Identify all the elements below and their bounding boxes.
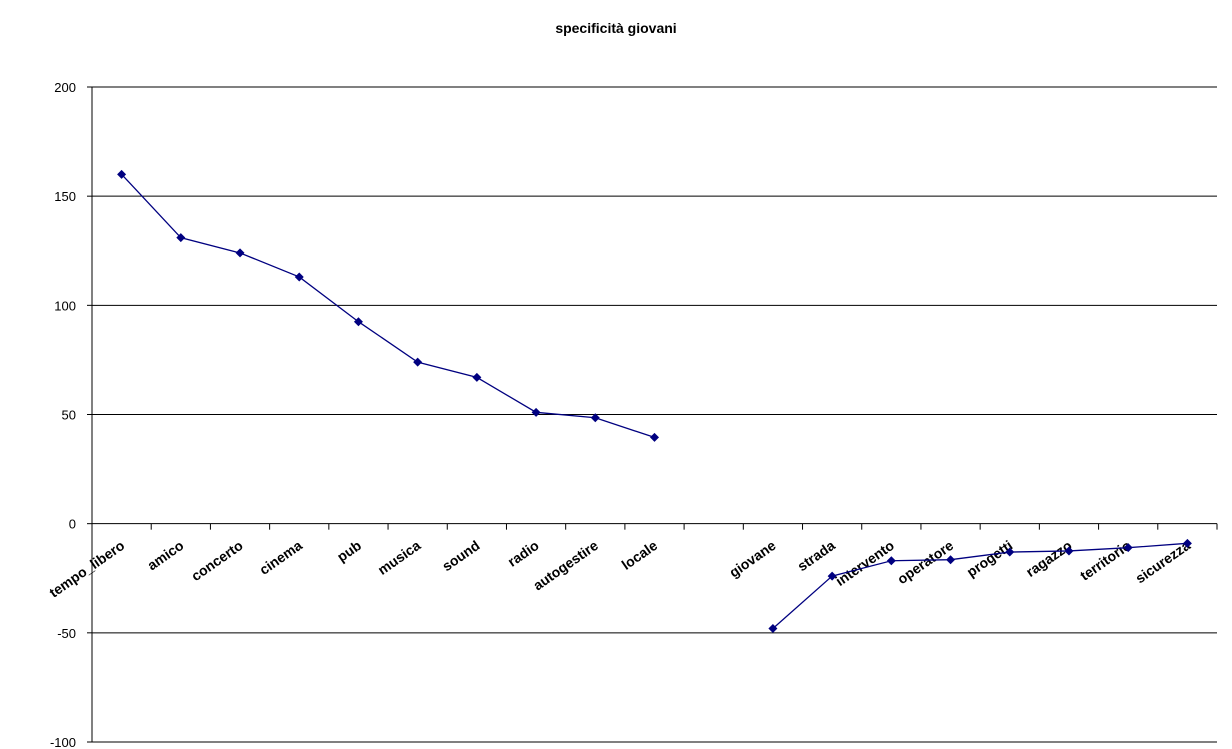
- x-tick-label: progetti: [964, 537, 1016, 580]
- gridlines: [92, 86, 1217, 743]
- data-point: [353, 317, 363, 327]
- data-point: [1005, 547, 1015, 557]
- x-tick-label: radio: [505, 537, 542, 570]
- y-tick-label: 100: [54, 298, 76, 313]
- x-tick-label: cinema: [256, 537, 305, 578]
- x-tick-label: concerto: [188, 537, 246, 584]
- series-line: [772, 542, 1188, 629]
- data-point: [413, 357, 423, 367]
- x-tick-label: strada: [794, 537, 838, 574]
- x-tick-labels: tempo_libero amico concerto cinema pub musica…: [46, 537, 1193, 601]
- data-point: [531, 407, 541, 417]
- data-point: [117, 169, 127, 179]
- y-tick-label: 0: [69, 517, 76, 532]
- y-tick-label: 200: [54, 80, 76, 95]
- y-tick-label: 150: [54, 189, 76, 204]
- data-point: [294, 272, 304, 282]
- data-point: [886, 556, 896, 566]
- x-tick-label: musica: [375, 537, 424, 578]
- x-tick-label: amico: [144, 537, 186, 573]
- axes: [87, 86, 1218, 743]
- x-tick-label: territorio: [1077, 537, 1134, 584]
- data-series: [117, 169, 1192, 633]
- data-point: [946, 555, 956, 565]
- y-tick-label: 50: [62, 408, 76, 423]
- y-tick-labels: 200 150 100 50 0 -50 -100: [50, 80, 76, 749]
- data-point: [1182, 538, 1192, 548]
- x-tick-label: ragazzo: [1023, 537, 1075, 580]
- x-tick-label: locale: [619, 537, 661, 573]
- data-point: [472, 372, 482, 382]
- x-tick-label: operatore: [894, 537, 956, 587]
- data-point: [176, 233, 186, 243]
- x-tick-label: sound: [439, 537, 483, 574]
- data-point: [650, 432, 659, 442]
- data-point: [590, 413, 600, 423]
- x-tick-label: pub: [334, 537, 364, 565]
- y-tick-label: -50: [57, 626, 76, 641]
- series-line: [121, 173, 655, 439]
- data-point: [768, 623, 778, 633]
- y-tick-label: -100: [50, 735, 76, 749]
- data-point: [1064, 546, 1074, 556]
- data-point: [827, 571, 837, 581]
- chart-title: specificità giovani: [555, 20, 677, 36]
- data-point: [235, 248, 245, 258]
- data-point: [1123, 543, 1133, 553]
- x-tick-label: tempo_libero: [46, 537, 127, 601]
- x-tick-label: autogestire: [530, 537, 601, 594]
- x-tick-label: giovane: [726, 537, 779, 581]
- x-tick-label: intervento: [832, 537, 897, 589]
